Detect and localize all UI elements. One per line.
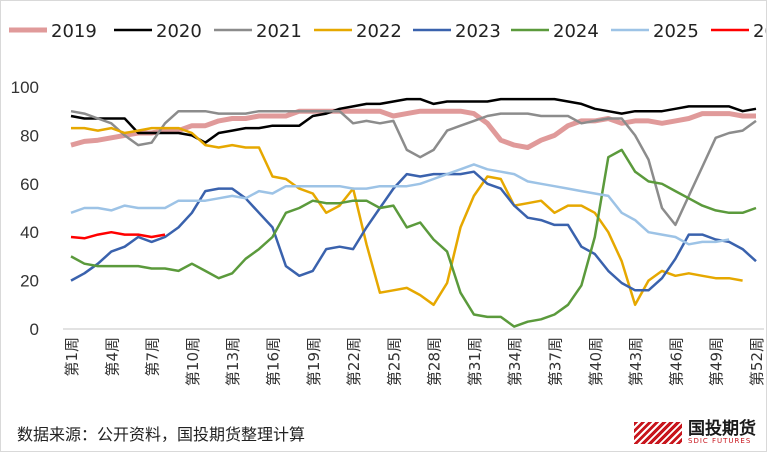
y-tick-label: 20	[20, 272, 39, 291]
x-tick-label: 第13周	[224, 337, 242, 386]
y-tick-label: 100	[11, 78, 39, 97]
legend-label: 2020	[156, 21, 202, 42]
x-tick-label: 第22周	[345, 337, 363, 386]
x-tick-label: 第37周	[547, 337, 565, 386]
x-tick-label: 第1周	[63, 337, 81, 377]
series-line-2022	[71, 126, 743, 307]
logo-text: 国投期货	[688, 419, 756, 439]
series-line-2026	[70, 230, 166, 240]
x-tick-label: 第16周	[264, 337, 282, 386]
legend-label: 2021	[256, 21, 302, 42]
y-tick-label: 80	[20, 126, 39, 145]
series-line-2023	[70, 170, 757, 292]
x-tick-label: 第49周	[708, 337, 726, 386]
series-line-2024	[70, 148, 757, 328]
y-tick-label: 0	[30, 320, 39, 339]
y-tick-label: 40	[20, 223, 39, 242]
series-line-2020	[70, 97, 757, 144]
series-line-2025	[70, 163, 730, 246]
x-tick-label: 第7周	[144, 337, 162, 377]
series-line-2019	[70, 108, 756, 150]
legend-label: 2019	[51, 21, 97, 42]
x-tick-label: 第34周	[506, 337, 524, 386]
legend-label: 2025	[653, 21, 699, 42]
x-tick-label: 第40周	[587, 337, 605, 386]
legend-label: 2022	[356, 21, 402, 42]
company-logo: 国投期货 SDIC FUTURES	[634, 421, 756, 445]
logo-subtext: SDIC FUTURES	[688, 437, 752, 445]
logo-mark-icon	[634, 422, 682, 444]
x-tick-label: 第10周	[184, 337, 202, 386]
y-tick-label: 60	[20, 175, 39, 194]
legend-label: 2024	[553, 21, 599, 42]
x-tick-label: 第46周	[667, 337, 685, 386]
series-line-2021	[70, 109, 757, 227]
x-tick-label: 第43周	[627, 337, 645, 386]
x-tick-label: 第52周	[748, 337, 766, 386]
x-tick-label: 第19周	[305, 337, 323, 386]
x-tick-label: 第28周	[426, 337, 444, 386]
legend-label: 2026	[753, 21, 767, 42]
x-tick-label: 第31周	[466, 337, 484, 386]
source-note: 数据来源：公开资料，国投期货整理计算	[17, 425, 306, 444]
x-tick-label: 第4周	[103, 337, 121, 377]
legend-label: 2023	[455, 21, 501, 42]
x-tick-label: 第25周	[385, 337, 403, 386]
